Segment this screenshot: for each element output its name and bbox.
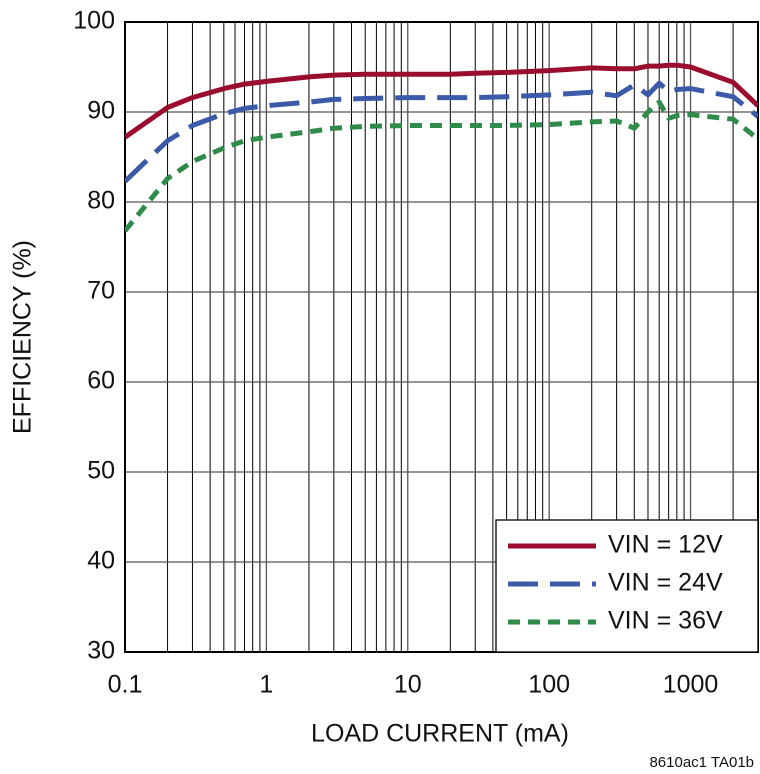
x-tick-label: 10 [394, 671, 422, 699]
x-tick-label: 0.1 [108, 671, 143, 699]
y-tick-label: 100 [73, 7, 115, 35]
y-tick-label: 90 [87, 97, 115, 125]
y-tick-label: 40 [87, 547, 115, 575]
x-axis-label: LOAD CURRENT (mA) [311, 720, 569, 748]
legend-label: VIN = 24V [608, 569, 723, 597]
plot-frame [124, 21, 759, 653]
data-line [125, 99, 758, 233]
legend-label: VIN = 12V [608, 531, 723, 559]
y-tick-label: 60 [87, 367, 115, 395]
x-tick-label: 1000 [663, 671, 719, 699]
legend-box [495, 519, 759, 653]
y-tick-label: 70 [87, 277, 115, 305]
y-tick-label: 50 [87, 457, 115, 485]
data-line [125, 62, 758, 140]
x-tick-label: 100 [528, 671, 570, 699]
y-tick-label: 30 [87, 637, 115, 665]
x-tick-label: 1 [259, 671, 273, 699]
y-tick-label: 80 [87, 187, 115, 215]
y-axis-label: EFFICIENCY (%) [9, 240, 37, 434]
legend-label: VIN = 36V [608, 607, 723, 635]
data-line [125, 80, 758, 184]
footnote: 8610ac1 TA01b [649, 754, 754, 771]
